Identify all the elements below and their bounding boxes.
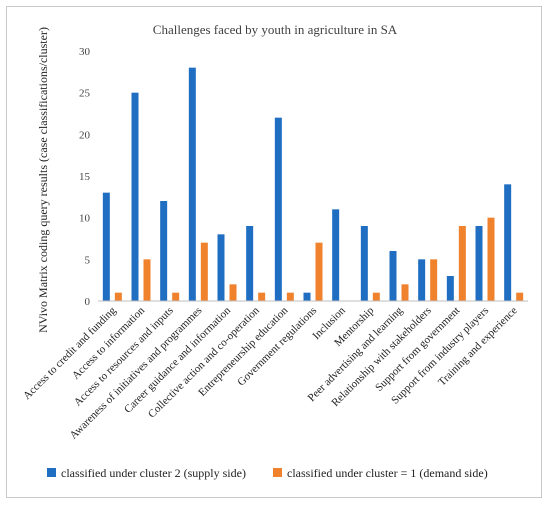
bar-series-1	[131, 92, 139, 302]
bar-series-2	[258, 292, 266, 301]
bar-series-2	[430, 259, 438, 301]
bar-series-1	[360, 226, 368, 301]
y-tick-label: 15	[79, 171, 91, 183]
legend-label-demand: classified under cluster = 1 (demand sid…	[287, 466, 488, 480]
bar-series-2	[286, 292, 294, 301]
bar-series-2	[315, 242, 323, 301]
bar-series-2	[172, 292, 180, 301]
chart-title: Challenges faced by youth in agriculture…	[153, 22, 398, 37]
y-tick-label: 30	[79, 46, 91, 58]
y-axis-ticks: 0 5 10 15 20 25 30	[79, 46, 91, 308]
bar-series-1	[102, 192, 110, 301]
bar-series-2	[401, 284, 409, 301]
bar-series-2	[143, 259, 151, 301]
bar-series-2	[229, 284, 237, 301]
bar-series-2	[114, 292, 122, 301]
bar-series-1	[246, 226, 254, 301]
y-tick-label: 10	[79, 213, 91, 225]
y-tick-label: 5	[85, 254, 91, 266]
bar-series-1	[389, 251, 397, 301]
bar-series-1	[274, 117, 282, 302]
bar-series-1	[475, 226, 483, 301]
y-tick-label: 0	[85, 296, 91, 308]
bar-series-2	[516, 292, 524, 301]
legend-label-supply: classified under cluster 2 (supply side)	[61, 466, 246, 480]
bar-series-2	[200, 242, 208, 301]
bar-series-2	[458, 226, 466, 301]
chart-frame	[6, 6, 542, 498]
bar-series-1	[217, 234, 225, 301]
bar-series-1	[303, 292, 311, 301]
legend: classified under cluster 2 (supply side)…	[47, 466, 488, 480]
bar-series-1	[418, 259, 426, 301]
bar-series-1	[332, 209, 340, 301]
legend-swatch-supply	[47, 468, 56, 477]
y-tick-label: 20	[79, 129, 91, 141]
y-axis-label: NVivo Matrix coding query results (case …	[36, 27, 50, 333]
bar-series-1	[504, 184, 512, 301]
bar-series-2	[487, 217, 495, 301]
legend-swatch-demand	[273, 468, 282, 477]
bar-series-2	[372, 292, 380, 301]
bars	[102, 67, 524, 302]
bar-series-1	[188, 67, 196, 302]
bar-series-1	[160, 201, 168, 301]
y-tick-label: 25	[79, 88, 91, 100]
bar-series-1	[446, 276, 454, 301]
